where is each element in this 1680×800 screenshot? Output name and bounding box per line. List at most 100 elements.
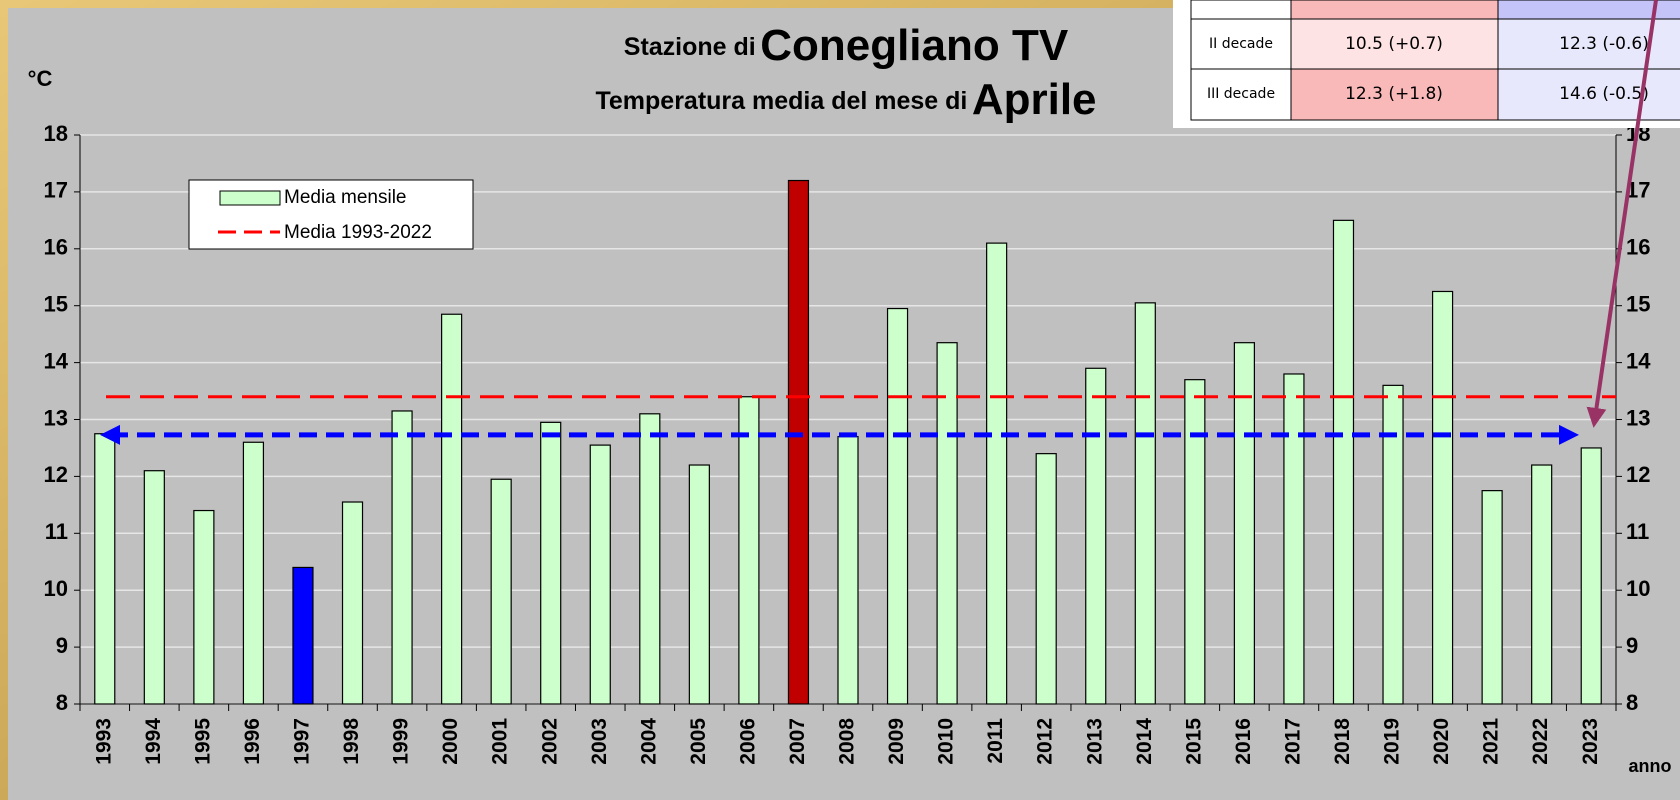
cell-text: 12.3 (-0.6) [1559, 34, 1649, 54]
bar [688, 464, 710, 705]
y-tick-label: 9 [56, 633, 68, 658]
x-tick-label: 2017 [1281, 718, 1304, 765]
x-tick-label: 2001 [489, 718, 512, 765]
y2-tick-label: 16 [1626, 235, 1650, 260]
x-tick-label: 1998 [340, 718, 363, 765]
y2-tick-label: 12 [1626, 462, 1650, 487]
cell [1290, 0, 1499, 20]
bar [738, 396, 760, 705]
y-tick-label: 11 [45, 519, 68, 544]
plot: 8899101011111212131314141515161617171818… [44, 121, 1652, 765]
x-tick-label: 2004 [637, 718, 660, 765]
bar [94, 433, 116, 705]
bar [1184, 379, 1206, 705]
x-tick-label: 2005 [687, 718, 710, 765]
cell-text: 10.5 (+0.7) [1345, 34, 1443, 54]
x-tick-label: 2009 [885, 718, 908, 765]
bar [441, 313, 463, 705]
y-tick-label: 12 [44, 462, 68, 487]
y2-tick-label: 14 [1626, 348, 1651, 373]
x-tick-label: 2019 [1381, 718, 1404, 765]
x-tick-label: 1996 [241, 718, 264, 765]
y-tick-label: 13 [44, 405, 68, 430]
x-tick-label: 2000 [439, 718, 462, 765]
x-tick-label: 2002 [538, 718, 561, 765]
x-tick-label: 2012 [1034, 718, 1057, 765]
cell-text: III decade [1207, 86, 1275, 102]
y-tick-label: 15 [44, 292, 68, 317]
x-tick-label: 2015 [1182, 718, 1205, 765]
bar [986, 242, 1008, 705]
bar [1035, 453, 1057, 705]
bar [1134, 302, 1156, 705]
legend-label: Media 1993-2022 [284, 222, 432, 243]
x-tick-label: 2016 [1232, 718, 1255, 765]
x-tick-label: 2008 [836, 718, 859, 765]
y2-tick-label: 13 [1626, 405, 1650, 430]
x-axis-label: anno [1629, 756, 1672, 776]
bar [886, 307, 909, 705]
cell [1190, 68, 1292, 121]
x-tick-label: 2020 [1430, 718, 1453, 765]
x-tick-label: 2010 [935, 718, 958, 765]
x-tick-label: 2003 [588, 718, 611, 765]
cell [1290, 68, 1499, 121]
bar [589, 444, 611, 705]
bar [1580, 447, 1602, 705]
x-tick-label: 1999 [390, 718, 413, 765]
cell-text: II decade [1209, 36, 1273, 52]
bar [1085, 367, 1107, 705]
y-tick-label: 8 [56, 690, 68, 715]
x-tick-label: 2022 [1529, 718, 1552, 765]
table: II decade 10.5 (+0.7) 12.3 (-0.6) III de… [1173, 0, 1680, 128]
bar [1531, 464, 1553, 705]
y2-tick-label: 8 [1626, 690, 1638, 715]
chart-title: Stazione di Conegliano TV [624, 21, 1069, 70]
bar [787, 179, 810, 705]
bar [1481, 490, 1503, 705]
x-tick-label: 2021 [1480, 718, 1503, 765]
legend-label: Media mensile [284, 187, 407, 208]
bar [639, 413, 661, 705]
x-tick-label: 2014 [1133, 718, 1156, 765]
bar [143, 470, 165, 705]
x-tick-label: 1994 [142, 718, 165, 765]
bar [1431, 290, 1454, 705]
bar [242, 441, 265, 705]
y-axis-label: °C [28, 66, 53, 91]
bar [292, 566, 314, 705]
bar [837, 435, 859, 705]
cell [1190, 18, 1292, 70]
x-tick-label: 1993 [92, 718, 115, 765]
x-tick-label: 1997 [291, 718, 314, 765]
x-tick-label: 1995 [191, 718, 214, 765]
bar [341, 501, 364, 705]
x-tick-label: 2013 [1083, 718, 1106, 765]
legend: Media mensile Media 1993-2022 [188, 179, 474, 250]
y-tick-label: 17 [44, 178, 68, 203]
x-tick-label: 2007 [786, 718, 809, 765]
y2-tick-label: 10 [1626, 576, 1650, 601]
bar [1382, 384, 1404, 705]
x-tick-label: 2023 [1579, 718, 1602, 765]
y-tick-label: 10 [44, 576, 68, 601]
legend-swatch [219, 190, 281, 206]
x-tick-label: 2006 [736, 718, 759, 765]
bar [391, 410, 413, 705]
x-tick-label: 2011 [984, 718, 1007, 764]
bar [1283, 373, 1305, 705]
cell-text: 14.6 (-0.5) [1559, 84, 1649, 104]
pointer-arrow [1586, 0, 1658, 428]
y2-tick-label: 11 [1626, 519, 1649, 544]
cell [1190, 0, 1292, 20]
y-tick-label: 18 [44, 121, 68, 146]
y-tick-label: 16 [44, 235, 68, 260]
bar [490, 478, 512, 705]
y-tick-label: 14 [44, 348, 69, 373]
bar [1332, 219, 1355, 705]
y2-tick-label: 9 [1626, 633, 1638, 658]
y2-tick-label: 15 [1626, 292, 1650, 317]
bar [540, 421, 562, 705]
x-tick-label: 2018 [1331, 718, 1354, 765]
